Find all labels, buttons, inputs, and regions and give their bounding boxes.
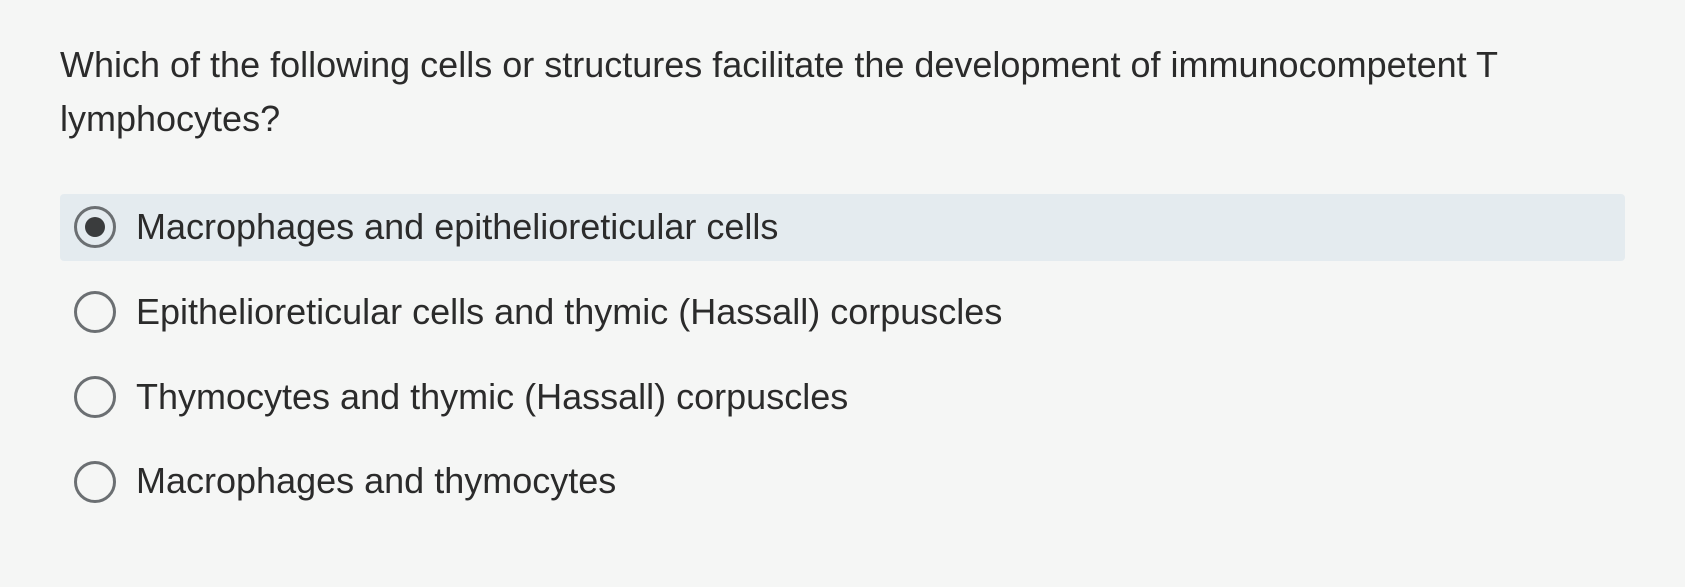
option-label: Macrophages and thymocytes [136,458,616,505]
option-label: Macrophages and epithelioreticular cells [136,204,778,251]
options-list: Macrophages and epithelioreticular cells… [60,194,1625,515]
radio-icon[interactable] [74,376,116,418]
option-label: Thymocytes and thymic (Hassall) corpuscl… [136,374,848,421]
option-row-3[interactable]: Macrophages and thymocytes [60,448,1625,515]
question-text: Which of the following cells or structur… [60,38,1625,146]
radio-icon[interactable] [74,206,116,248]
radio-icon[interactable] [74,291,116,333]
option-label: Epithelioreticular cells and thymic (Has… [136,289,1002,336]
option-row-2[interactable]: Thymocytes and thymic (Hassall) corpuscl… [60,364,1625,431]
option-row-0[interactable]: Macrophages and epithelioreticular cells [60,194,1625,261]
option-row-1[interactable]: Epithelioreticular cells and thymic (Has… [60,279,1625,346]
radio-icon[interactable] [74,461,116,503]
